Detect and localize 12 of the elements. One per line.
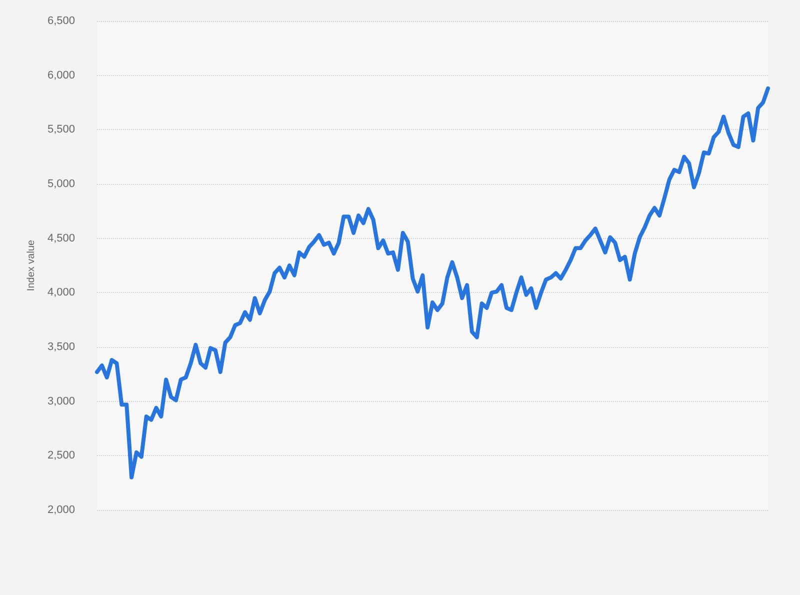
y-tick-label: 2,000 — [47, 504, 75, 516]
y-tick-label: 4,500 — [47, 232, 75, 244]
y-tick-label: 6,000 — [47, 69, 75, 82]
y-tick-label: 6,500 — [47, 15, 75, 27]
y-tick-label: 5,500 — [47, 124, 75, 136]
y-tick-label: 3,500 — [47, 341, 75, 353]
y-tick-label: 3,000 — [47, 395, 75, 408]
y-tick-label: 2,500 — [47, 450, 75, 462]
line-series — [95, 86, 770, 480]
y-tick-label: 4,000 — [47, 286, 75, 299]
y-axis-title: Index value — [26, 239, 38, 292]
y-tick-label: 5,000 — [47, 178, 75, 190]
